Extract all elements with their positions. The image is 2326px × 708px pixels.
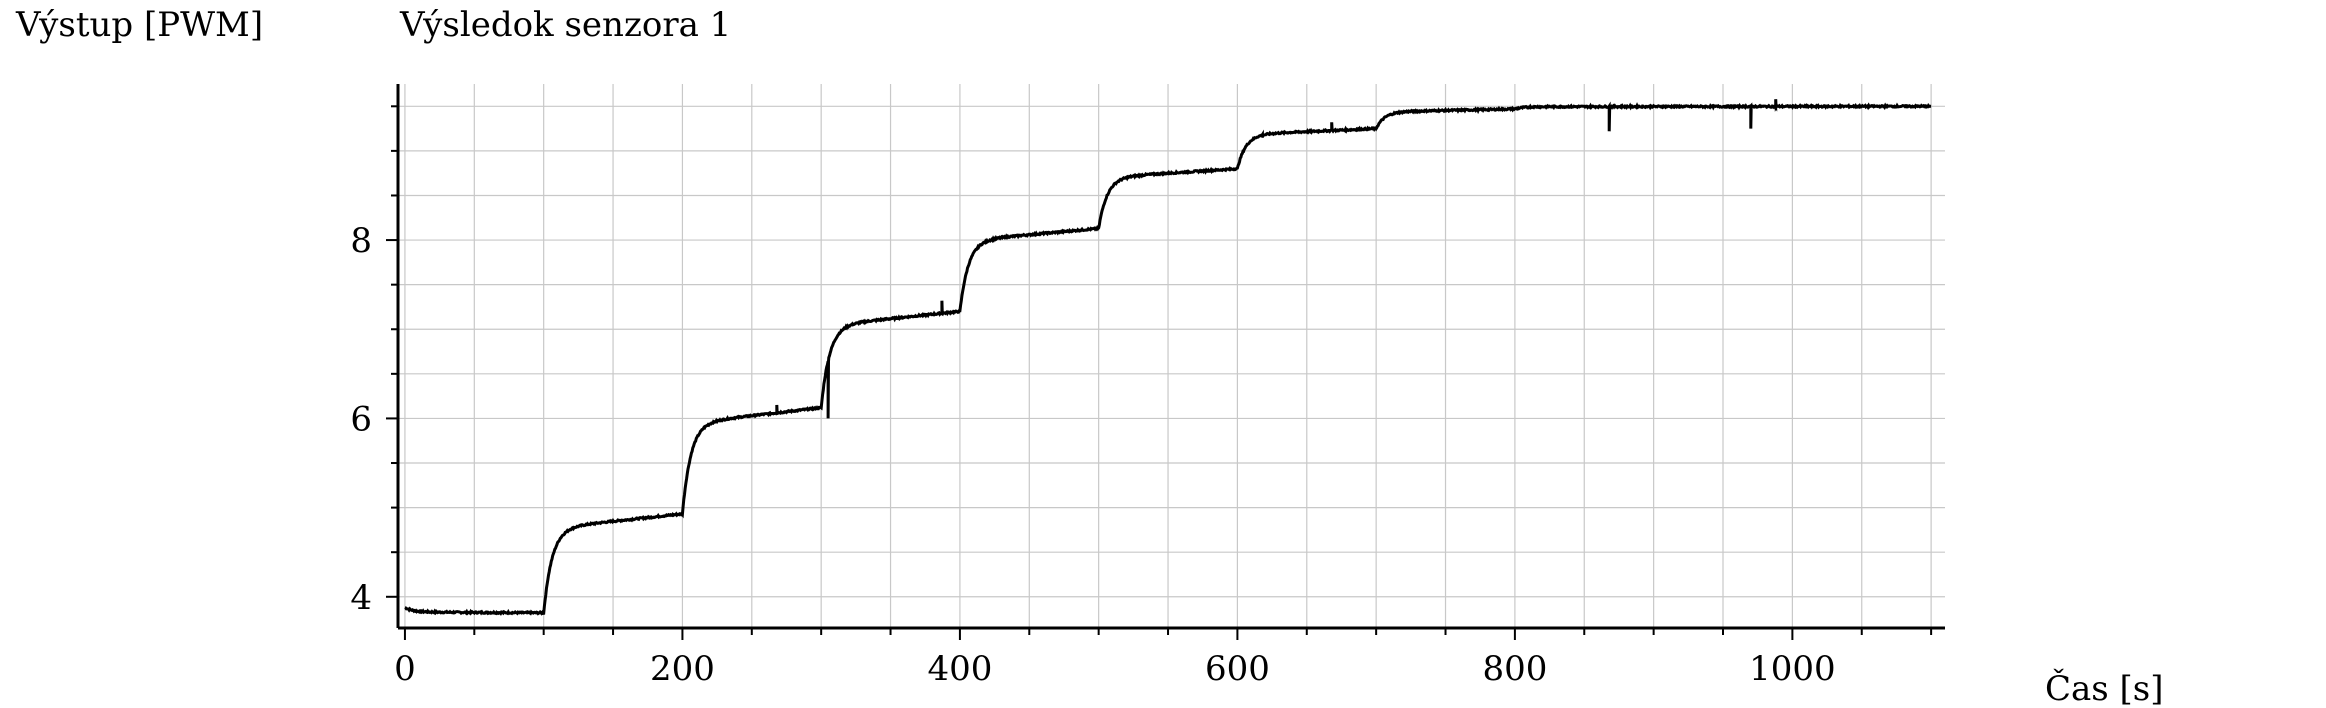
grid <box>398 84 1945 628</box>
x-tick-label: 800 <box>1482 649 1547 689</box>
x-axis-label: Čas [s] <box>2045 668 2164 708</box>
x-tick-label: 0 <box>394 649 416 689</box>
y-tick-label: 6 <box>350 399 372 439</box>
series-line <box>404 99 1932 616</box>
y-tick-label: 8 <box>350 221 372 261</box>
x-tick-label: 1000 <box>1749 649 1836 689</box>
chart-title: Výsledok senzora 1 <box>399 5 731 45</box>
ticks: 0 200 400 600 800 1000 4 6 8 <box>350 105 1933 689</box>
x-tick-label: 400 <box>927 649 992 689</box>
y-axis-label: Výstup [PWM] <box>15 5 263 45</box>
x-tick-label: 600 <box>1205 649 1270 689</box>
y-tick-label: 4 <box>350 578 372 618</box>
axes <box>396 84 1945 630</box>
x-tick-label: 200 <box>650 649 715 689</box>
